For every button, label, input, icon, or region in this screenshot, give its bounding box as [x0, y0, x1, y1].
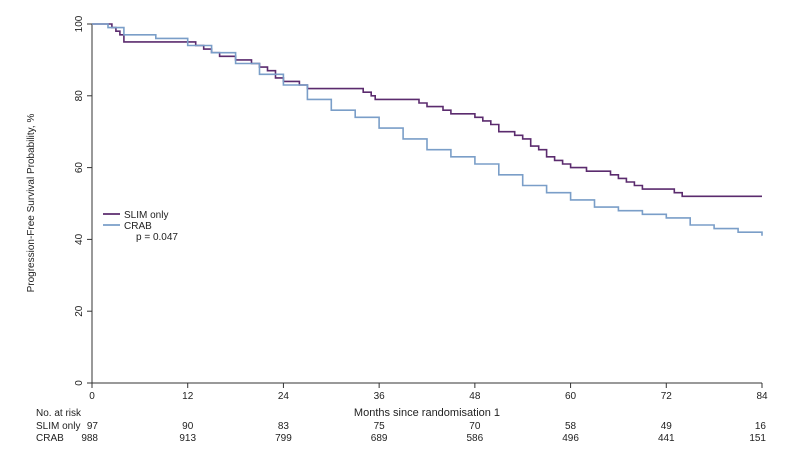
- risk-value: 441: [658, 433, 675, 444]
- risk-value: 83: [278, 421, 290, 432]
- x-tick-label: 36: [374, 391, 386, 402]
- x-tick-label: 48: [469, 391, 481, 402]
- risk-value: 586: [467, 433, 484, 444]
- legend-pvalue: p = 0.047: [136, 232, 178, 243]
- x-tick-label: 60: [565, 391, 577, 402]
- risk-value: 988: [81, 433, 98, 444]
- risk-value: 913: [179, 433, 196, 444]
- x-ticks: 0 12 24 36 48 60 72 84: [89, 383, 768, 402]
- risk-row-label-crab: CRAB: [36, 433, 64, 444]
- legend: SLIM only CRAB p = 0.047: [103, 210, 178, 243]
- risk-value: 496: [562, 433, 579, 444]
- y-tick-label: 60: [74, 162, 85, 174]
- risk-value: 689: [371, 433, 388, 444]
- legend-label-slim: SLIM only: [124, 210, 168, 221]
- x-tick-label: 24: [278, 391, 290, 402]
- y-tick-label: 40: [74, 233, 85, 245]
- risk-values: 97 90 83 75 70 58 49 16 988 913 799 689 586 496 441 151: [81, 421, 766, 444]
- risk-row-label-slim: SLIM only: [36, 421, 80, 432]
- risk-value: 799: [275, 433, 292, 444]
- risk-value: 70: [469, 421, 481, 432]
- y-tick-label: 100: [74, 15, 85, 32]
- risk-value: 151: [749, 433, 766, 444]
- risk-value: 97: [87, 421, 99, 432]
- y-tick-label: 20: [74, 305, 85, 317]
- y-axis-label: Progression-Free Survival Probability, %: [26, 114, 37, 293]
- y-tick-label: 0: [74, 380, 85, 386]
- risk-table: No. at risk SLIM only CRAB 97 90 83 75 70 58 4…: [36, 408, 766, 444]
- y-ticks: 0 20 40 60 80 100: [74, 15, 92, 386]
- risk-value: 58: [565, 421, 577, 432]
- survival-curves: [92, 23, 763, 236]
- y-tick-label: 80: [74, 90, 85, 102]
- risk-value: 90: [182, 421, 194, 432]
- risk-value: 75: [374, 421, 386, 432]
- legend-label-crab: CRAB: [124, 221, 152, 232]
- series-line-slim-only: [92, 23, 762, 198]
- x-tick-label: 0: [89, 391, 95, 402]
- risk-value: 49: [661, 421, 673, 432]
- x-axis-label: Months since randomisation 1: [354, 407, 500, 419]
- risk-table-title: No. at risk: [36, 408, 82, 419]
- risk-value: 16: [755, 421, 767, 432]
- x-tick-label: 72: [661, 391, 673, 402]
- series-line-crab: [92, 23, 763, 236]
- x-tick-label: 12: [182, 391, 194, 402]
- x-tick-label: 84: [756, 391, 768, 402]
